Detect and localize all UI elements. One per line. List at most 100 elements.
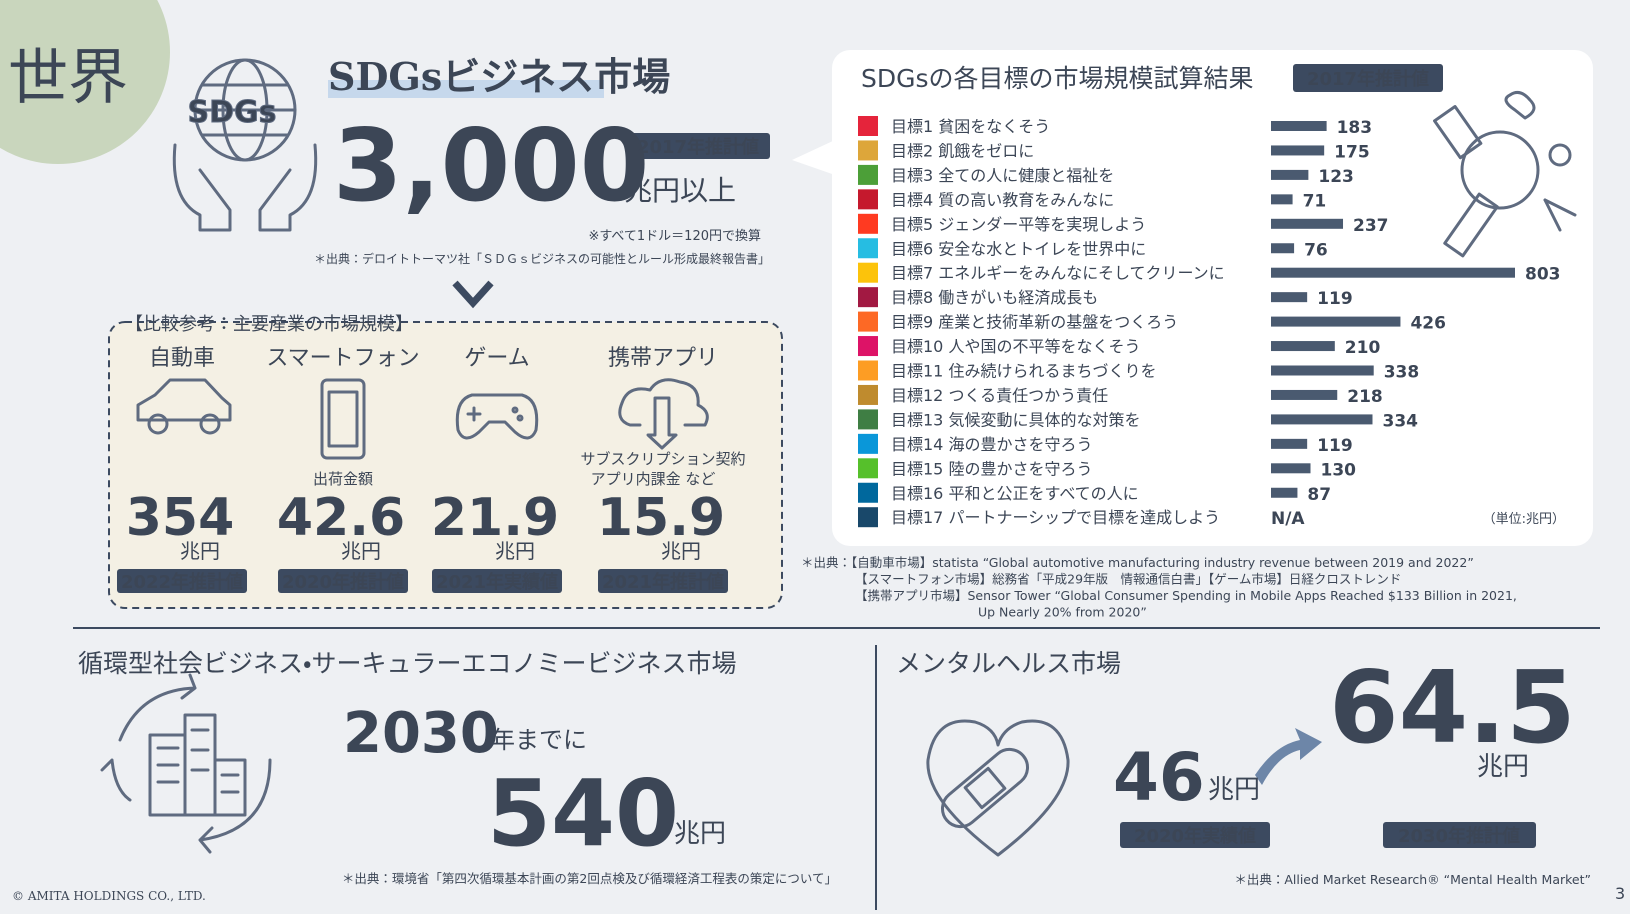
sdg-icon bbox=[858, 164, 878, 185]
category-label: 目標12 つくる責任つかう責任 bbox=[891, 386, 1108, 405]
sdg-panel bbox=[832, 50, 1593, 546]
value-label: 334 bbox=[1382, 411, 1418, 431]
item-name: スマートフォン bbox=[266, 346, 419, 371]
value-label: 237 bbox=[1353, 216, 1389, 236]
category-label: 目標8 働きがいも経済成長も bbox=[891, 288, 1098, 307]
item-note: 出荷金額 bbox=[313, 470, 373, 488]
bar bbox=[1271, 292, 1308, 303]
city-cycle-icon bbox=[100, 673, 272, 854]
bar bbox=[1271, 487, 1298, 498]
badge-text: 2017年推計値 bbox=[1307, 68, 1429, 90]
sdg-icon bbox=[858, 116, 878, 136]
source: 【スマートフォン市場】総務省「平成29年版 情報通信白書」【ゲーム市場】日経クロ… bbox=[855, 572, 1401, 587]
sdg-icon bbox=[858, 140, 878, 161]
badge-bg bbox=[598, 569, 728, 593]
growth-arrow bbox=[1255, 728, 1322, 785]
badge-text: 2021年実績値 bbox=[436, 571, 558, 593]
title: SDGsビジネス市場 bbox=[328, 54, 670, 99]
copyright: © AMITA HOLDINGS CO., LTD. bbox=[12, 889, 206, 903]
category-label: 目標3 全ての人に健康と福祉を bbox=[891, 166, 1114, 185]
bar bbox=[1271, 121, 1327, 131]
bar bbox=[1271, 218, 1344, 229]
item-name: 携帯アプリ bbox=[608, 346, 718, 371]
value-label: 218 bbox=[1347, 387, 1383, 407]
value-label: 175 bbox=[1334, 142, 1370, 162]
earth-illustration bbox=[1433, 90, 1577, 258]
title-highlight bbox=[328, 80, 604, 98]
bar bbox=[1271, 169, 1309, 180]
item-note: サブスクリプション契約 bbox=[580, 450, 745, 468]
unit: 兆円 bbox=[674, 819, 726, 849]
note: ※すべて1ドル＝120円で換算 bbox=[588, 229, 761, 244]
year: 2030 bbox=[343, 701, 499, 766]
value-label: 71 bbox=[1303, 191, 1327, 211]
bar bbox=[1271, 194, 1293, 205]
sdg-icon bbox=[858, 336, 878, 357]
category-label: 目標6 安全な水とトイレを世界中に bbox=[891, 239, 1146, 258]
badge-bg bbox=[1383, 822, 1536, 848]
item-value: 42.6 bbox=[277, 488, 405, 548]
value-label: 119 bbox=[1317, 289, 1353, 309]
category-label: 目標2 飢餓をゼロに bbox=[891, 141, 1034, 160]
badge-text: 2022年推計値 bbox=[121, 571, 243, 593]
comparison-title: 【比較参考：主要産業の市場規模】 bbox=[125, 314, 413, 335]
sdgs-globe-icon bbox=[172, 58, 318, 232]
bar bbox=[1271, 316, 1401, 327]
source: ＊出典：デロイトトーマツ社「ＳＤＧｓビジネスの可能性とルール形成最終報告書」 bbox=[314, 251, 770, 266]
value-label: 87 bbox=[1307, 485, 1331, 505]
section-title: メンタルヘルス市場 bbox=[896, 649, 1121, 678]
value-label: 76 bbox=[1304, 240, 1328, 260]
unit: 兆円 bbox=[1208, 775, 1260, 805]
bar bbox=[1271, 438, 1308, 449]
category-label: 目標7 エネルギーをみんなにそしてクリーンに bbox=[891, 264, 1225, 283]
category-label: 目標5 ジェンダー平等を実現しよう bbox=[891, 215, 1146, 234]
item-value: 15.9 bbox=[597, 488, 725, 548]
item-value: 21.9 bbox=[431, 488, 559, 548]
bar bbox=[1271, 243, 1295, 254]
bar bbox=[1271, 365, 1374, 376]
big-value: 64.5 bbox=[1329, 649, 1576, 766]
value-label: N/A bbox=[1271, 509, 1305, 529]
sdg-icon bbox=[858, 433, 878, 454]
bar bbox=[1271, 414, 1373, 425]
region-label: 世界 bbox=[8, 43, 128, 113]
category-label: 目標15 陸の豊かさを守ろう bbox=[891, 459, 1092, 478]
chart-title: SDGsの各目標の市場規模試算結果 bbox=[861, 64, 1254, 93]
heart-bandage-icon bbox=[926, 719, 1070, 857]
sdg-icon bbox=[858, 189, 878, 210]
item-name: 自動車 bbox=[149, 346, 215, 371]
unit-note: （単位:兆円） bbox=[1483, 511, 1565, 527]
value-label: 210 bbox=[1345, 338, 1381, 358]
big-value: 540 bbox=[487, 760, 679, 867]
value-label: 803 bbox=[1525, 265, 1561, 285]
sdg-icon bbox=[858, 458, 878, 479]
category-label: 目標17 パートナーシップで目標を達成しよう bbox=[891, 508, 1220, 527]
category-label: 目標4 質の高い教育をみんなに bbox=[891, 190, 1114, 209]
bar bbox=[1271, 389, 1338, 400]
badge-bg bbox=[626, 133, 770, 159]
source: ＊出典：【自動車市場】statista “Global automotive m… bbox=[801, 555, 1474, 570]
sdg-icon bbox=[858, 287, 878, 308]
game-icon bbox=[455, 393, 539, 440]
unit: 兆円 bbox=[1477, 752, 1529, 782]
value-label: 119 bbox=[1317, 436, 1353, 456]
source: 【携帯アプリ市場】Sensor Tower “Global Consumer S… bbox=[855, 588, 1517, 603]
big-value: 3,000 bbox=[333, 107, 649, 224]
sdg-icon bbox=[858, 507, 878, 528]
value-label: 130 bbox=[1321, 460, 1357, 480]
sdg-icon bbox=[858, 384, 878, 405]
badge-text: 2030年推計値 bbox=[1398, 825, 1520, 847]
comparison-box bbox=[108, 321, 783, 609]
category-label: 目標1 貧困をなくそう bbox=[891, 117, 1050, 136]
sdg-icon bbox=[858, 360, 878, 381]
smartphone-icon bbox=[320, 378, 366, 460]
badge-bg bbox=[432, 569, 562, 593]
item-unit: 兆円 bbox=[495, 539, 535, 563]
badge-bg bbox=[1120, 822, 1270, 848]
sdg-icon bbox=[858, 213, 878, 234]
section-title: 循環型社会ビジネス・サーキュラーエコノミービジネス市場 bbox=[78, 649, 737, 678]
panel-pointer bbox=[792, 140, 835, 175]
badge-bg bbox=[117, 569, 247, 593]
category-label: 目標10 人や国の不平等をなくそう bbox=[891, 337, 1140, 356]
bar bbox=[1271, 341, 1335, 352]
